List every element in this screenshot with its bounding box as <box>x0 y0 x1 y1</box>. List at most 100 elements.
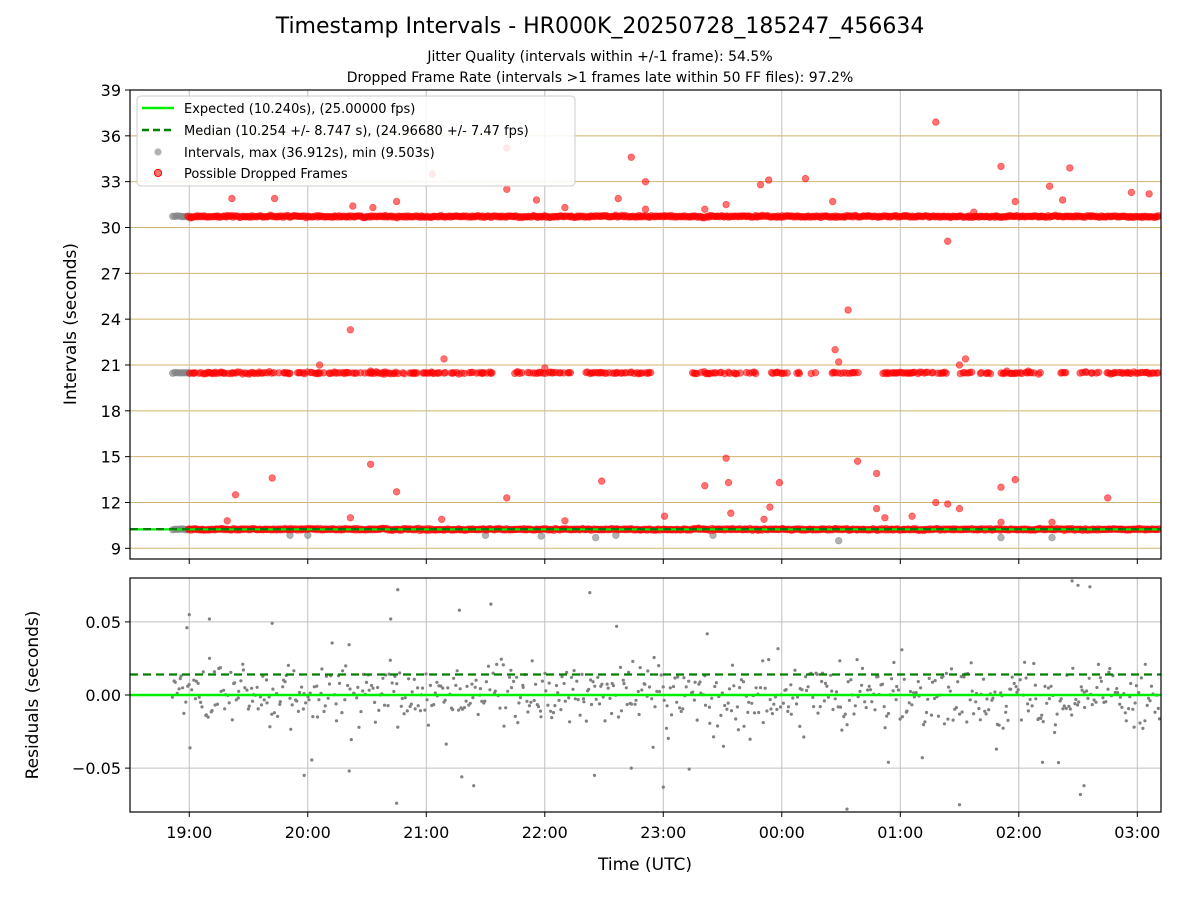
residual-point <box>554 683 559 688</box>
residual-point <box>1026 702 1030 706</box>
residual-point <box>392 689 396 694</box>
residual-point <box>575 679 579 683</box>
residual-point <box>834 690 839 694</box>
residual-point <box>914 691 918 695</box>
dropped-frame-point <box>228 194 236 203</box>
residual-point <box>1153 710 1157 714</box>
residual-point <box>778 705 783 709</box>
residual-point <box>532 698 536 703</box>
residual-point <box>405 709 409 713</box>
residual-point <box>920 756 924 760</box>
residual-point <box>539 715 543 719</box>
residual-point <box>1030 704 1034 708</box>
residual-point <box>341 669 345 673</box>
dropped-frame-point <box>853 457 862 465</box>
residual-point <box>567 696 571 700</box>
residual-point <box>608 696 612 701</box>
residual-point <box>229 670 233 675</box>
residual-point <box>761 659 765 663</box>
residual-point <box>578 713 582 717</box>
residual-point <box>454 683 458 688</box>
residual-point <box>910 703 914 707</box>
residual-point <box>927 676 931 681</box>
dropped-frame-point <box>231 491 240 499</box>
residual-point <box>1132 725 1136 729</box>
interval-point <box>997 533 1005 542</box>
residual-point <box>389 617 393 621</box>
dropped-frame-point <box>561 517 569 525</box>
residual-point <box>344 664 348 668</box>
dropped-frame-point <box>811 369 820 377</box>
dropped-frame-point <box>801 174 810 183</box>
residual-point <box>300 685 304 689</box>
residual-point <box>921 723 926 727</box>
residual-point <box>956 680 960 684</box>
residual-point <box>679 709 683 714</box>
residual-point <box>916 680 920 684</box>
residual-point <box>478 687 482 691</box>
dropped-frame-point <box>1145 190 1153 198</box>
residual-point <box>684 685 688 689</box>
residual-point <box>458 687 462 691</box>
residual-point <box>936 714 941 718</box>
residual-point <box>1124 719 1128 723</box>
residual-point <box>653 705 657 709</box>
residual-point <box>346 683 350 688</box>
residual-point <box>250 686 254 690</box>
residual-point <box>185 626 189 630</box>
residual-point <box>747 700 751 704</box>
residual-point <box>1149 684 1154 688</box>
residual-point <box>616 715 621 719</box>
residual-point <box>290 703 294 707</box>
residual-point <box>1101 696 1105 700</box>
residual-point <box>942 722 947 726</box>
legend-label-dropped: Possible Dropped Frames <box>184 167 348 182</box>
residual-point <box>855 658 859 662</box>
residual-point <box>864 706 868 710</box>
residual-point <box>750 701 754 705</box>
residual-point <box>1071 666 1075 670</box>
residual-point <box>551 711 556 715</box>
residual-point <box>730 663 735 667</box>
residual-point <box>659 673 663 677</box>
residual-point <box>962 675 966 679</box>
dropped-frame-point <box>701 482 709 490</box>
residual-point <box>396 725 400 729</box>
residual-point <box>687 767 691 771</box>
residual-point <box>843 712 847 716</box>
y-tick-label: 27 <box>101 264 121 283</box>
residual-point <box>527 704 532 708</box>
residual-point <box>315 684 319 688</box>
residual-point <box>1145 703 1149 708</box>
residual-point <box>761 721 765 725</box>
residual-point <box>177 687 181 691</box>
residual-point <box>1016 688 1020 692</box>
dropped-frame-point <box>970 208 978 216</box>
dropped-frame-point <box>598 477 606 485</box>
residual-point <box>926 697 930 701</box>
residual-point <box>833 697 837 701</box>
residual-point <box>410 690 414 694</box>
y-tick-label: 36 <box>101 127 121 146</box>
residual-point <box>681 707 685 711</box>
residual-point <box>791 696 795 700</box>
residual-point <box>182 711 186 716</box>
residual-point <box>326 696 330 700</box>
residual-point <box>390 681 394 685</box>
residual-point <box>746 710 750 715</box>
residual-point <box>1090 703 1094 707</box>
residual-point <box>900 715 905 719</box>
residual-point <box>1129 681 1133 686</box>
residual-point <box>322 709 326 714</box>
residual-point <box>845 807 849 811</box>
residual-point <box>347 769 351 773</box>
residual-point <box>201 670 205 674</box>
residual-point <box>278 702 282 707</box>
residual-point <box>529 700 533 704</box>
y-tick-label: −0.05 <box>72 759 121 778</box>
interval-point <box>1048 533 1056 542</box>
dropped-frame-point <box>641 205 650 213</box>
intervals-y-ticks: 9 12 15 18 21 24 27 30 33 36 39 <box>101 81 130 558</box>
residual-point <box>426 723 430 727</box>
residual-point <box>838 659 842 663</box>
